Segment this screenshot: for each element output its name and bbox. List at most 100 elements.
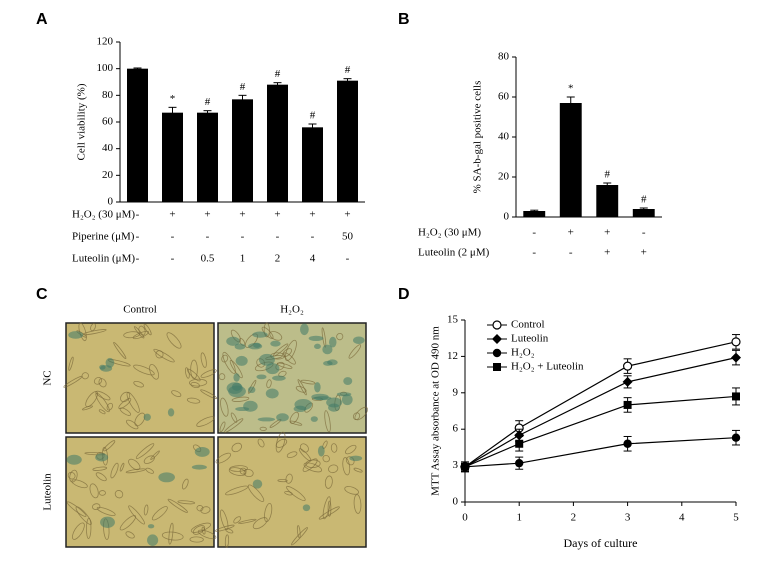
- row-value: 4: [310, 253, 316, 265]
- cell: [133, 326, 145, 339]
- legend-marker: [493, 363, 501, 371]
- micrograph-bg: [217, 436, 367, 548]
- bar: [632, 209, 655, 217]
- cell: [345, 444, 357, 455]
- y-tick-label: 0: [504, 211, 510, 223]
- series-line: [464, 437, 737, 468]
- cell: [155, 350, 164, 359]
- cell: [263, 322, 270, 338]
- cell: [125, 419, 139, 430]
- row-value: -: [346, 253, 350, 265]
- row-value: -: [206, 231, 210, 243]
- y-tick-label: 6: [453, 423, 459, 435]
- cell: [257, 438, 265, 448]
- stained-cell: [293, 405, 307, 413]
- row-value: 2: [275, 253, 281, 265]
- stained-cell: [256, 374, 267, 380]
- row-value: -: [136, 231, 140, 243]
- column-label: Control: [123, 304, 157, 316]
- cell: [218, 373, 226, 381]
- micrograph-bg: [217, 322, 367, 434]
- cell: [123, 331, 141, 339]
- y-tick-label: 0: [108, 196, 114, 208]
- stained-cell: [235, 407, 250, 412]
- significance-mark: #: [310, 110, 316, 122]
- stained-cell: [158, 472, 175, 483]
- cell: [275, 431, 286, 453]
- x-tick-label: 2: [571, 512, 577, 524]
- data-point: [623, 400, 632, 409]
- cell: [353, 467, 363, 473]
- cell: [149, 364, 159, 380]
- cell: [190, 359, 198, 380]
- row-label: Piperine (μM): [72, 231, 135, 243]
- cell: [95, 472, 107, 482]
- stained-cell: [300, 323, 309, 336]
- micrograph: [217, 322, 369, 434]
- stained-cell: [302, 504, 311, 512]
- cell: [150, 450, 160, 461]
- y-tick-label: 60: [498, 91, 510, 103]
- cell: [297, 379, 307, 396]
- stained-cell: [310, 416, 318, 422]
- legend-marker: [492, 320, 502, 330]
- series-line: [464, 395, 737, 468]
- cell: [92, 503, 101, 510]
- row-value: -: [311, 231, 315, 243]
- micrograph: [65, 436, 217, 548]
- stained-cell: [265, 388, 279, 399]
- cell: [196, 416, 215, 427]
- cell: [98, 490, 106, 496]
- stained-cell: [68, 331, 84, 339]
- cell: [114, 490, 124, 499]
- cell: [186, 397, 201, 404]
- cell: [344, 486, 359, 495]
- cell: [283, 352, 296, 365]
- row-value: +: [309, 209, 315, 221]
- bar: [267, 84, 288, 202]
- stained-cell: [167, 408, 175, 417]
- stained-cell: [276, 413, 289, 422]
- column-label: H₂O₂: [280, 304, 304, 316]
- cell: [71, 522, 85, 540]
- cell: [103, 440, 116, 452]
- y-tick-label: 15: [447, 314, 459, 326]
- cell: [128, 458, 141, 471]
- cell: [200, 369, 217, 378]
- row-value: -: [569, 247, 573, 259]
- y-tick-label: 40: [498, 131, 510, 143]
- cell: [69, 469, 78, 483]
- row-value: 0.5: [201, 253, 215, 265]
- stained-cell: [191, 464, 207, 470]
- y-tick-label: 3: [453, 459, 459, 471]
- cell: [327, 500, 332, 517]
- cell: [328, 464, 339, 474]
- cell: [200, 352, 207, 368]
- stained-cell: [314, 343, 321, 349]
- legend-label: H₂O₂: [511, 347, 535, 359]
- stained-cell: [147, 524, 155, 529]
- cell: [119, 462, 125, 472]
- stained-cell: [233, 373, 240, 382]
- cell: [238, 518, 257, 524]
- cell: [286, 451, 298, 458]
- cell: [96, 506, 116, 516]
- row-value: +: [239, 209, 245, 221]
- cell: [228, 467, 247, 476]
- cell: [282, 348, 292, 358]
- cell: [305, 459, 321, 469]
- stained-cell: [343, 377, 353, 385]
- data-point: [461, 462, 469, 471]
- row-value: +: [344, 209, 350, 221]
- stained-cell: [313, 396, 332, 401]
- cell: [277, 479, 288, 483]
- row-value: +: [641, 247, 647, 259]
- data-point: [731, 337, 741, 347]
- cell: [354, 406, 369, 421]
- stained-cell: [322, 344, 333, 355]
- row-value: -: [532, 247, 536, 259]
- cell: [200, 389, 218, 400]
- bar: [232, 99, 253, 202]
- cell: [134, 412, 146, 427]
- stained-cell: [95, 453, 109, 462]
